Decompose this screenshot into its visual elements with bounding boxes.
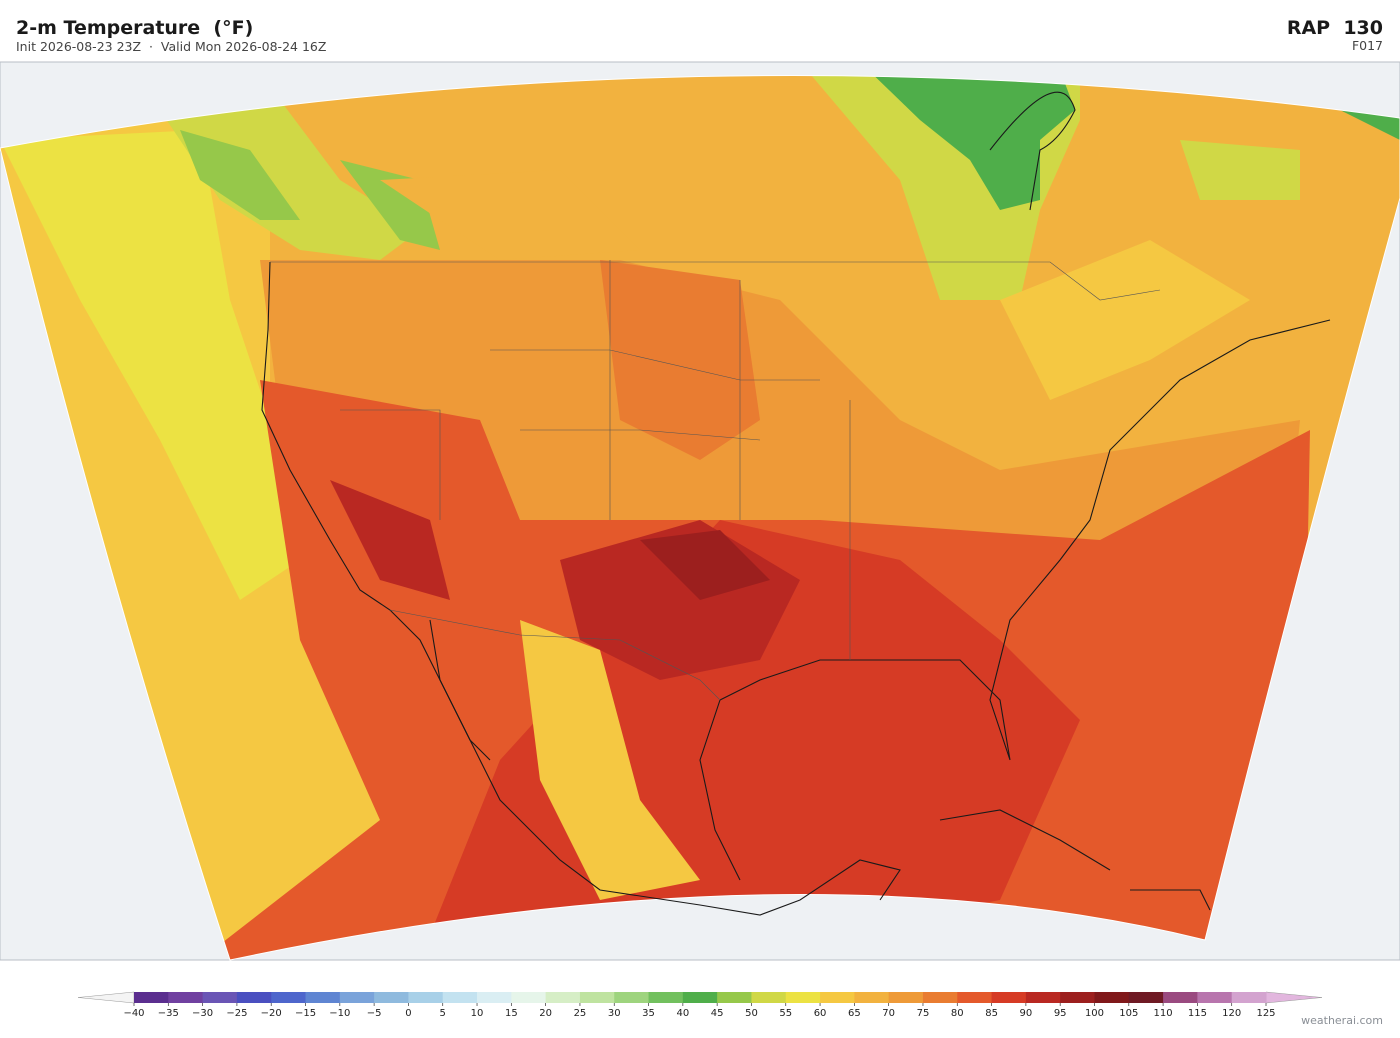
colorbar-tick-label: 20 — [539, 1008, 552, 1019]
colorbar-bin — [717, 992, 752, 1003]
colorbar-tick-label: −30 — [192, 1008, 213, 1019]
colorbar-tick-label: 100 — [1085, 1008, 1104, 1019]
colorbar-bin — [134, 992, 169, 1003]
colorbar-bin — [477, 992, 512, 1003]
colorbar-tick-label: 90 — [1020, 1008, 1033, 1019]
colorbar-tick-label: 120 — [1222, 1008, 1241, 1019]
colorbar-tick-label: 80 — [951, 1008, 964, 1019]
colorbar-bin — [614, 992, 650, 1003]
colorbar-bin — [682, 992, 718, 1003]
title: 2-m Temperature (°F) — [16, 17, 253, 39]
colorbar-tick-label: 40 — [676, 1008, 689, 1019]
colorbar-bin — [579, 992, 615, 1003]
colorbar-tick-label: −35 — [158, 1008, 179, 1019]
colorbar-bin — [1231, 992, 1267, 1003]
colorbar-tick-label: 30 — [608, 1008, 621, 1019]
colorbar-tick-label: −10 — [329, 1008, 350, 1019]
colorbar-tick-label: 85 — [985, 1008, 998, 1019]
colorbar-tick-label: 25 — [574, 1008, 587, 1019]
colorbar-tick-label: 55 — [779, 1008, 792, 1019]
colorbar-tick-label: −15 — [295, 1008, 316, 1019]
colorbar-tick-label: 105 — [1119, 1008, 1138, 1019]
colorbar-bin — [545, 992, 581, 1003]
colorbar-tick-label: −20 — [261, 1008, 282, 1019]
colorbar-tick-label: 10 — [471, 1008, 484, 1019]
borders — [270, 260, 1161, 701]
colorbar-tick-label: 65 — [848, 1008, 861, 1019]
colorbar-bin — [991, 992, 1027, 1003]
colorbar-bin — [1025, 992, 1061, 1003]
colorbar-bin — [751, 992, 787, 1003]
colorbar: −40 −35 −30 −25 −20 −15 −10 −5 0 5 10 15 20 25 30 35 40 4… — [77, 991, 1323, 1019]
colorbar-bin — [339, 992, 375, 1003]
colorbar-bin — [820, 992, 855, 1003]
colorbar-tick-label: 95 — [1054, 1008, 1067, 1019]
forecast-hour: F017 — [1352, 38, 1383, 53]
colorbar-bin — [1197, 992, 1233, 1003]
colorbar-tick-label: −5 — [367, 1008, 382, 1019]
colorbar-tick-label: 125 — [1256, 1008, 1275, 1019]
model: RAP 130 — [1287, 17, 1383, 39]
colorbar-bin — [785, 992, 821, 1003]
colorbar-bin — [957, 992, 993, 1003]
colorbar-bin — [236, 992, 272, 1003]
colorbar-tick-label: −25 — [226, 1008, 247, 1019]
colorbar-bin — [511, 992, 547, 1003]
colorbar-bin — [854, 992, 890, 1003]
subtitle: Init 2026-08-23 23Z · Valid Mon 2026-08-… — [16, 39, 326, 54]
colorbar-bin — [408, 992, 444, 1003]
colorbar-bin — [1060, 992, 1095, 1003]
colorbar-bin — [305, 992, 341, 1003]
colorbar-tick-label: 70 — [882, 1008, 895, 1019]
colorbar-tick-label: 5 — [440, 1008, 446, 1019]
colorbar-bin — [202, 992, 238, 1003]
colorbar-bin — [922, 992, 958, 1003]
colorbar-tick-label: 35 — [642, 1008, 655, 1019]
watermark: weatherai.com — [1301, 1014, 1383, 1027]
colorbar-bin — [1128, 992, 1164, 1003]
colorbar-tick-label: 110 — [1154, 1008, 1173, 1019]
colorbar-tick-label: 50 — [745, 1008, 758, 1019]
colorbar-tick-label: 45 — [711, 1008, 724, 1019]
colorbar-bin — [374, 992, 409, 1003]
colorbar-bin — [168, 992, 204, 1003]
colorbar-bin — [648, 992, 684, 1003]
domain-edge — [0, 75, 1400, 961]
colorbar-bin — [1094, 992, 1130, 1003]
colorbar-bin — [442, 992, 478, 1003]
colorbar-tick-label: 15 — [505, 1008, 518, 1019]
colorbar-tick-label: 115 — [1188, 1008, 1207, 1019]
colorbar-tick-label: −40 — [123, 1008, 144, 1019]
colorbar-bin — [271, 992, 307, 1003]
colorbar-tick-label: 60 — [814, 1008, 827, 1019]
colorbar-bin — [888, 992, 924, 1003]
colorbar-tick-label: 0 — [405, 1008, 411, 1019]
temperature-field — [0, 75, 1400, 961]
colorbar-tick-label: 75 — [917, 1008, 930, 1019]
map — [0, 61, 1400, 961]
colorbar-bin — [1163, 992, 1198, 1003]
